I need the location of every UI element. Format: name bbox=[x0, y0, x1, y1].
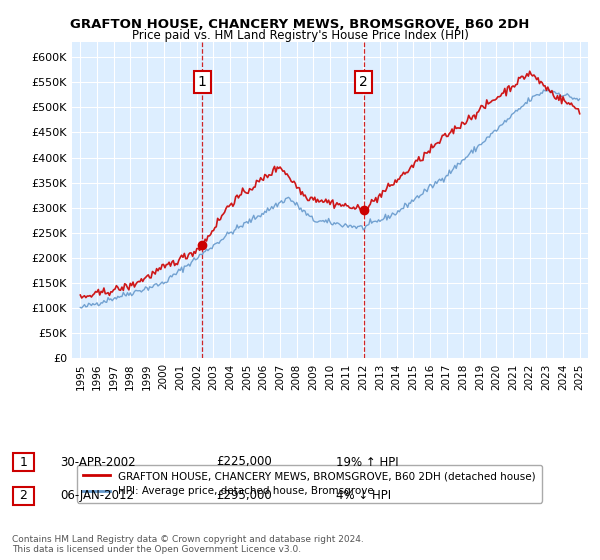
Text: 30-APR-2002: 30-APR-2002 bbox=[60, 455, 136, 469]
Text: 19% ↑ HPI: 19% ↑ HPI bbox=[336, 455, 398, 469]
Text: 2: 2 bbox=[19, 489, 28, 502]
Text: 1: 1 bbox=[19, 455, 28, 469]
Text: Price paid vs. HM Land Registry's House Price Index (HPI): Price paid vs. HM Land Registry's House … bbox=[131, 29, 469, 42]
Text: £295,000: £295,000 bbox=[216, 489, 272, 502]
Text: 4% ↓ HPI: 4% ↓ HPI bbox=[336, 489, 391, 502]
Text: £225,000: £225,000 bbox=[216, 455, 272, 469]
Text: Contains HM Land Registry data © Crown copyright and database right 2024.
This d: Contains HM Land Registry data © Crown c… bbox=[12, 535, 364, 554]
FancyBboxPatch shape bbox=[13, 487, 34, 505]
Legend: GRAFTON HOUSE, CHANCERY MEWS, BROMSGROVE, B60 2DH (detached house), HPI: Average: GRAFTON HOUSE, CHANCERY MEWS, BROMSGROVE… bbox=[77, 465, 542, 502]
Text: 2: 2 bbox=[359, 75, 368, 89]
Text: GRAFTON HOUSE, CHANCERY MEWS, BROMSGROVE, B60 2DH: GRAFTON HOUSE, CHANCERY MEWS, BROMSGROVE… bbox=[70, 18, 530, 31]
FancyBboxPatch shape bbox=[13, 453, 34, 471]
Text: 06-JAN-2012: 06-JAN-2012 bbox=[60, 489, 134, 502]
Text: 1: 1 bbox=[198, 75, 207, 89]
